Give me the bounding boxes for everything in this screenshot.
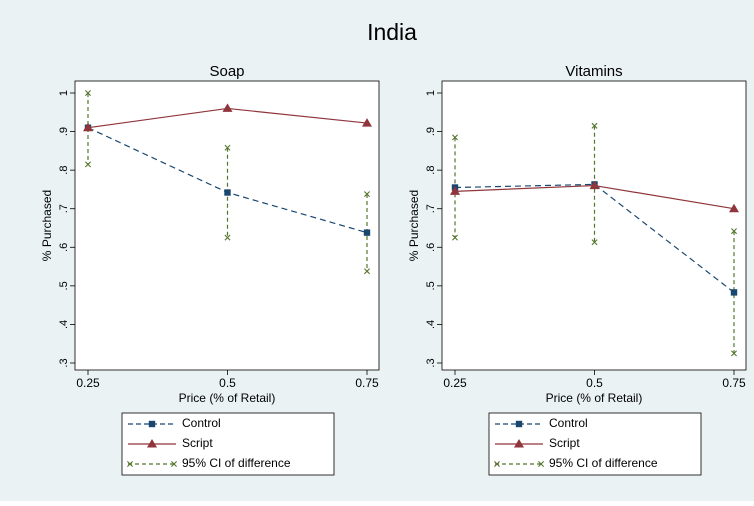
y-tick-label: .4 [425,320,437,329]
y-tick-label: .8 [58,166,70,175]
legend-label: Control [182,416,221,430]
ci-upper-marker [452,134,458,141]
y-axis-label: % Purchased [40,190,54,261]
y-tick-label: .4 [58,320,70,329]
legend-script-marker [147,439,157,448]
script-point [222,103,233,112]
panel-title: Soap [209,63,244,80]
figure-title: India [367,19,417,45]
control-point [730,289,738,296]
legend-label: Control [549,416,588,430]
panel-2: Vitamins .3 .4 .5 .6 .7 .8 .9 1 % Purchased 0.25 0.… [407,63,747,476]
ci-lower-marker [364,268,370,275]
script-point [83,122,93,132]
x-axis-label: Price (% of Retail) [546,391,643,405]
legend-label: Script [182,436,213,450]
ci-upper-marker [364,191,370,198]
y-tick-label: .5 [58,281,70,290]
y-tick-label: 1 [425,90,437,96]
y-tick-label: .9 [58,127,70,136]
legend-label: Script [549,436,580,450]
y-tick-label: .3 [425,358,437,367]
ci-lower-marker [452,234,458,241]
script-point [729,203,739,213]
legend-control-marker [148,420,156,428]
y-axis-label: % Purchased [407,190,421,261]
x-tick-label: 0.25 [443,376,467,390]
ci-lower-marker [591,239,598,246]
control-point [224,189,231,196]
x-axis-label: Price (% of Retail) [179,391,276,405]
legend-ci-marker [494,461,500,467]
ci-lower-marker [731,350,737,357]
ci-upper-marker [85,90,91,96]
legend-label: 95% CI of difference [549,456,658,470]
legend-box [121,412,335,476]
panel-1: Soap .3 .4 .5 .6 .7 .8 .9 1 % Purchased 0.25 0.5 0.7… [40,63,380,476]
y-tick-label: .6 [58,243,70,252]
control-point [363,229,371,236]
ci-upper-marker [224,144,231,151]
legend-script-marker [514,439,524,448]
ci-upper-marker [731,228,737,235]
legend-ci-marker [171,461,177,467]
ci-lower-marker [224,234,231,241]
ci-upper-marker [591,122,598,129]
script-point [589,180,600,190]
x-tick-label: 0.5 [586,376,603,390]
x-tick-label: 0.75 [355,376,379,390]
x-tick-label: 0.25 [76,376,100,390]
panel-title: Vitamins [565,63,622,80]
y-tick-label: .3 [58,358,70,367]
x-tick-label: 0.75 [722,376,746,390]
legend-control-marker [515,420,523,428]
y-tick-label: .9 [425,127,437,136]
y-tick-label: .6 [425,243,437,252]
y-tick-label: 1 [58,90,70,96]
ci-lower-marker [85,161,91,168]
legend: Control Script 95% CI of difference [488,412,702,476]
y-tick-label: .5 [425,281,437,290]
legend: Control Script 95% CI of difference [121,412,335,476]
legend-ci-marker [127,461,133,467]
y-tick-label: .7 [425,204,437,213]
y-tick-label: .7 [58,204,70,213]
script-point [362,118,372,127]
x-tick-label: 0.5 [219,376,236,390]
script-point [450,186,460,195]
y-tick-label: .8 [425,166,437,175]
legend-ci-marker [538,461,544,467]
legend-label: 95% CI of difference [182,456,291,470]
